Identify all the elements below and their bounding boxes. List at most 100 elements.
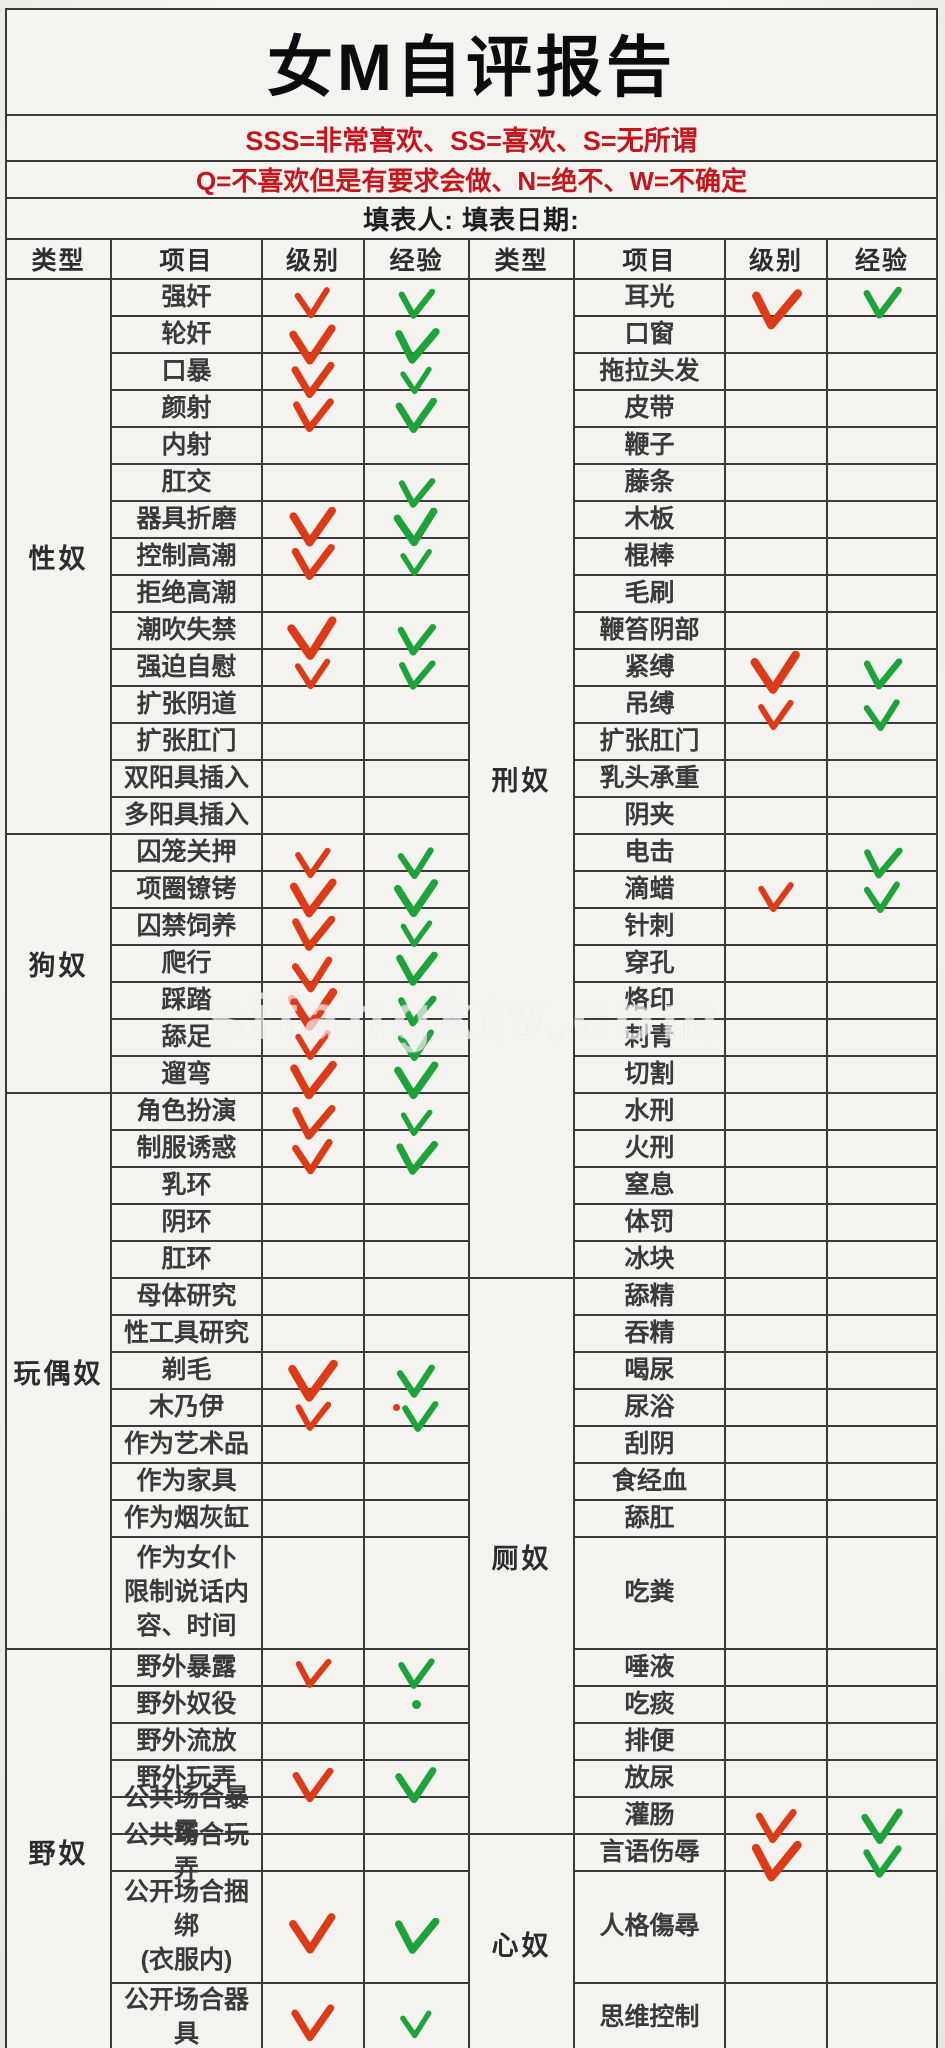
level-cell [263,1984,365,2048]
experience-cell [365,872,470,918]
item-cell: 拖拉头发 [575,354,726,391]
red-check-icon [288,1351,338,1402]
item-cell: 皮带 [575,391,726,428]
experience-cell [365,835,470,880]
item-cell: 野外暴露 [112,1650,263,1687]
level-cell [263,1351,365,1402]
level-cell [263,465,365,502]
item-cell: 火刑 [575,1131,726,1168]
red-check-icon [753,685,799,730]
item-cell: 乳头承重 [575,761,726,798]
item-cell: 尿浴 [575,1390,726,1427]
red-check-icon [290,389,336,432]
item-cell: 作为烟灰缸 [112,1501,263,1538]
red-check-icon [289,500,336,546]
level-cell [263,1761,365,1802]
red-check-icon [290,1388,336,1431]
item-cell: 吃粪 [575,1538,726,1650]
level-cell [263,537,365,580]
red-check-icon [290,1018,336,1060]
experience-cell [365,1390,470,1432]
item-cell: 公开场合捆绑 (衣服内) [112,1872,263,1984]
level-cell [263,1168,365,1205]
item-cell: 切割 [575,1057,726,1094]
red-check-icon [290,1998,336,2042]
level-cell [726,1279,828,1316]
item-cell: 双阳具插入 [112,761,263,798]
red-check-icon [290,907,336,951]
experience-cell [365,1168,470,1205]
red-dot-icon [392,1404,400,1411]
evaluation-grid: 类型 项目 级别 经验 类型 项目 级别 经验 性奴 强奸 轮奸 口暴 颜射 内射 肛交 器具折磨 控制高潮 拒绝… [7,240,936,2048]
experience-cell [828,1020,936,1057]
legend-line-1: SSS=非常喜欢、SS=喜欢、S=无所谓 [7,116,936,162]
green-check-icon [396,835,437,880]
level-cell [263,1279,365,1316]
green-check-icon [396,1353,437,1398]
item-cell: 窒息 [575,1168,726,1205]
level-cell [726,1796,828,1843]
item-cell: 滴蜡 [575,872,726,909]
red-check-icon [753,870,799,912]
item-cell: 拒绝高潮 [112,576,263,613]
item-cell: 排便 [575,1724,726,1761]
experience-cell [828,1984,936,2048]
item-cell: 乳环 [112,1168,263,1205]
header-type: 类型 [470,240,575,280]
experience-cell [365,1761,470,1804]
level-cell [263,1316,365,1353]
green-check-icon [396,650,437,690]
experience-cell [365,1094,470,1136]
item-cell: 水刑 [575,1094,726,1131]
header-level: 级别 [726,240,828,280]
level-cell [263,1094,365,1140]
green-check-icon [860,1798,903,1845]
item-cell: 颜射 [112,391,263,428]
item-cell: 踩踏 [112,983,263,1020]
red-check-icon [752,278,803,329]
level-cell [263,1018,365,1060]
item-cell: 野外奴役 [112,1687,263,1724]
red-check-icon [753,1796,799,1843]
item-cell: 野外流放 [112,1724,263,1761]
level-cell [263,1464,365,1501]
level-cell [263,946,365,992]
red-check-icon [751,1833,802,1881]
experience-cell [828,1353,936,1390]
experience-cell [828,1761,936,1798]
level-cell [263,280,365,318]
item-cell: 囚笼关押 [112,835,263,872]
level-cell [263,1835,365,1872]
level-cell [726,1833,828,1881]
level-cell [263,1687,365,1724]
green-check-icon [862,872,903,914]
red-check-icon [290,537,336,580]
header-experience: 经验 [828,240,936,280]
level-cell [263,1501,365,1538]
category-cell: 厕奴 [470,1279,575,1835]
experience-cell [365,1242,470,1279]
experience-cell [828,946,936,983]
experience-cell [365,1650,470,1689]
experience-cell [828,1538,936,1650]
green-check-icon [393,502,438,547]
item-cell: 电击 [575,835,726,872]
experience-cell [828,1650,936,1687]
item-cell: 木板 [575,502,726,539]
item-cell: 性工具研究 [112,1316,263,1353]
experience-cell [828,280,936,319]
level-cell [726,1168,828,1205]
legend-line-2: Q=不喜欢但是有要求会做、N=绝不、W=不确定 [7,162,936,199]
item-cell: 肛环 [112,1242,263,1279]
item-cell: 制服诱惑 [112,1131,263,1168]
level-cell [726,1501,828,1538]
experience-cell [365,1687,470,1724]
item-cell: 舔足 [112,1020,263,1057]
experience-cell [365,576,470,613]
green-check-icon [396,1131,438,1175]
item-cell: 鞭子 [575,428,726,465]
experience-cell [365,1501,470,1538]
level-cell [726,1650,828,1687]
level-cell [726,391,828,428]
experience-cell [828,1316,936,1353]
